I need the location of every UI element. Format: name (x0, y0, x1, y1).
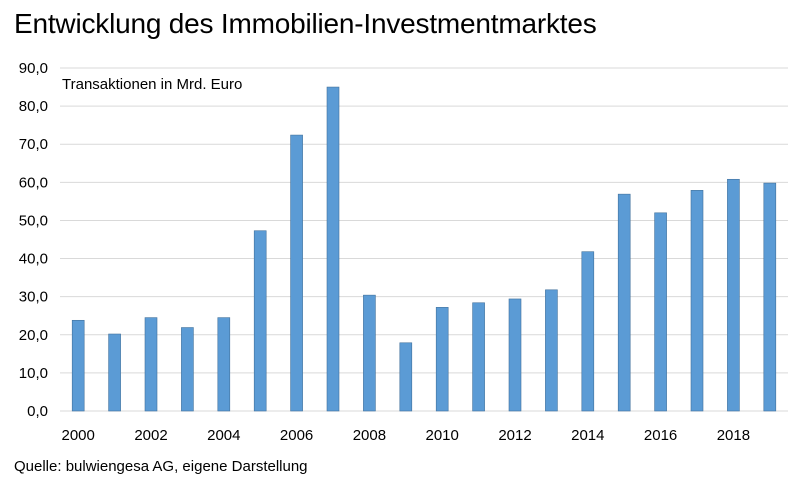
y-tick-label: 30,0 (19, 289, 48, 306)
x-tick-label: 2010 (426, 427, 459, 444)
x-tick-label: 2004 (207, 427, 240, 444)
y-axis-tick-labels: 0,0 10,0 20,0 30,0 40,0 50,0 60,0 70,0 80,0 90,0 (19, 60, 48, 420)
chart-subtitle: Transaktionen in Mrd. Euro (62, 76, 242, 93)
y-tick-label: 40,0 (19, 251, 48, 268)
bar-2008 (363, 294, 376, 412)
bars (71, 86, 777, 412)
bar-2016 (654, 212, 667, 412)
y-tick-label: 20,0 (19, 327, 48, 344)
source-note: Quelle: bulwiengesa AG, eigene Darstellu… (14, 458, 308, 475)
bar-2009 (399, 342, 413, 412)
bar-2013 (545, 289, 558, 412)
bar-2014 (581, 251, 595, 412)
x-tick-label: 2008 (353, 427, 386, 444)
y-tick-label: 50,0 (19, 212, 48, 229)
y-tick-label: 90,0 (19, 60, 48, 77)
bar-2010 (435, 307, 449, 412)
bar-2017 (690, 190, 704, 412)
y-tick-label: 80,0 (19, 98, 48, 115)
y-tick-label: 70,0 (19, 136, 48, 153)
bar-2018 (727, 178, 740, 412)
y-tick-label: 10,0 (19, 365, 48, 382)
bar-2002 (144, 317, 158, 412)
x-tick-label: 2012 (498, 427, 531, 444)
x-tick-label: 2018 (717, 427, 750, 444)
x-tick-label: 2000 (62, 427, 95, 444)
x-tick-label: 2014 (571, 427, 604, 444)
bar-2003 (181, 327, 194, 412)
bar-2004 (217, 317, 231, 412)
x-axis-tick-labels: 2000 2002 2004 2006 2008 2010 2012 2014 2016 2018 (62, 427, 751, 444)
bar-2015 (617, 193, 631, 412)
bar-2001 (108, 333, 121, 412)
bar-2000 (71, 319, 85, 412)
x-tick-label: 2006 (280, 427, 313, 444)
x-tick-label: 2016 (644, 427, 677, 444)
bar-2012 (508, 298, 522, 412)
chart-title: Entwicklung des Immobilien-Investmentmar… (14, 8, 597, 39)
y-tick-label: 60,0 (19, 174, 48, 191)
bar-2019 (763, 182, 777, 412)
bar-2011 (472, 302, 485, 412)
x-tick-label: 2002 (134, 427, 167, 444)
bar-2006 (290, 134, 303, 412)
bar-2007 (326, 86, 340, 412)
gridlines (60, 67, 788, 412)
y-tick-label: 0,0 (27, 403, 48, 420)
bar-2005 (253, 230, 267, 412)
